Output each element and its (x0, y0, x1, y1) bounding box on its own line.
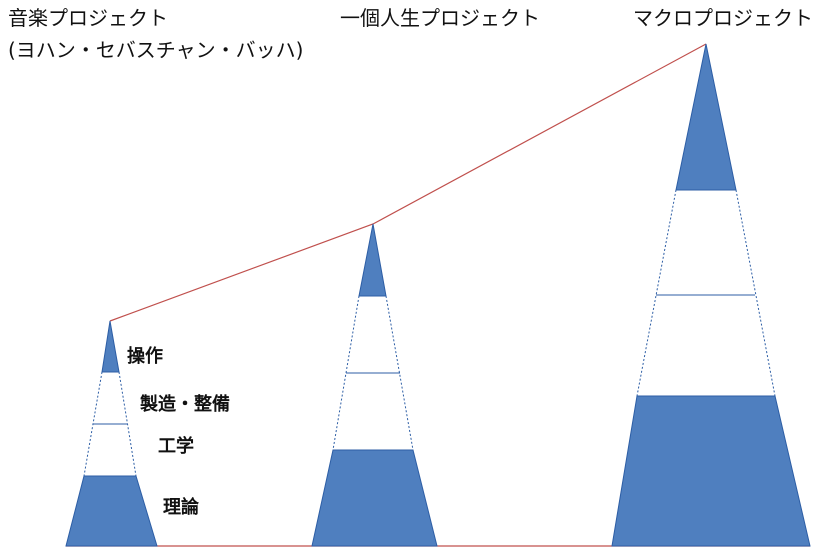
connector-line (109, 43, 707, 322)
macro-project-title: マクロプロジェクト (633, 6, 813, 30)
pyramid-music-project (65, 320, 158, 547)
layer-label-operation: 操作 (127, 346, 163, 367)
layer-label-manufacturing: 製造・整備 (140, 394, 230, 415)
pyramid-2-base-segment (311, 449, 438, 547)
pyramid-1-right-edge (118, 371, 137, 477)
layer-label-theory: 理論 (163, 497, 199, 518)
music-project-title: 音楽プロジェクト (8, 6, 168, 30)
music-project-subtitle: (ヨハン・セバスチャン・バッハ) (8, 38, 304, 62)
pyramid-3-top-segment (675, 43, 737, 191)
pyramid-3-left-edge (636, 189, 677, 397)
pyramid-1-base-segment (65, 475, 158, 547)
pyramid-2-top-segment (358, 223, 387, 297)
pyramid-1-top-segment (101, 320, 120, 373)
pyramid-personal-life-project (311, 223, 438, 547)
pyramid-macro-project (611, 43, 811, 547)
pyramid-3-right-edge (735, 189, 776, 397)
pyramid-3-base-segment (611, 395, 811, 547)
layer-label-engineering: 工学 (158, 436, 194, 457)
personal-life-project-title: 一個人生プロジェクト (340, 6, 540, 30)
